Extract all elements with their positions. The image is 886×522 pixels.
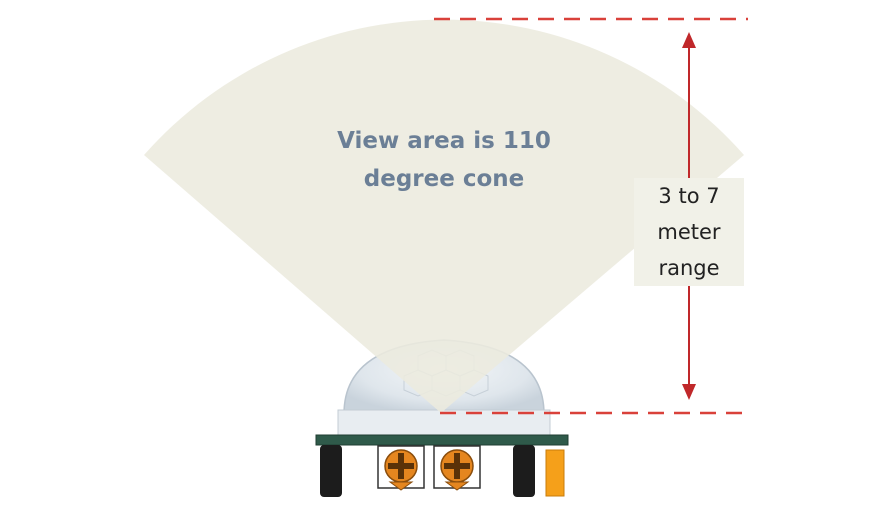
range-line-2: meter (657, 220, 721, 244)
view-area-label: View area is 110 degree cone (294, 122, 594, 198)
pin-left (320, 445, 342, 497)
range-line-3: range (658, 256, 720, 280)
view-area-line-2: degree cone (363, 166, 525, 192)
potentiometer-icon (433, 445, 481, 491)
pin-right (513, 445, 535, 497)
range-label: 3 to 7 meter range (634, 178, 744, 286)
jumper-connector (545, 449, 565, 497)
range-line-1: 3 to 7 (658, 184, 720, 208)
dome-base (337, 409, 551, 437)
pcb-board (315, 434, 569, 446)
potentiometer-icon (377, 445, 425, 491)
view-cone (144, 19, 744, 414)
view-area-line-1: View area is 110 (337, 128, 551, 154)
